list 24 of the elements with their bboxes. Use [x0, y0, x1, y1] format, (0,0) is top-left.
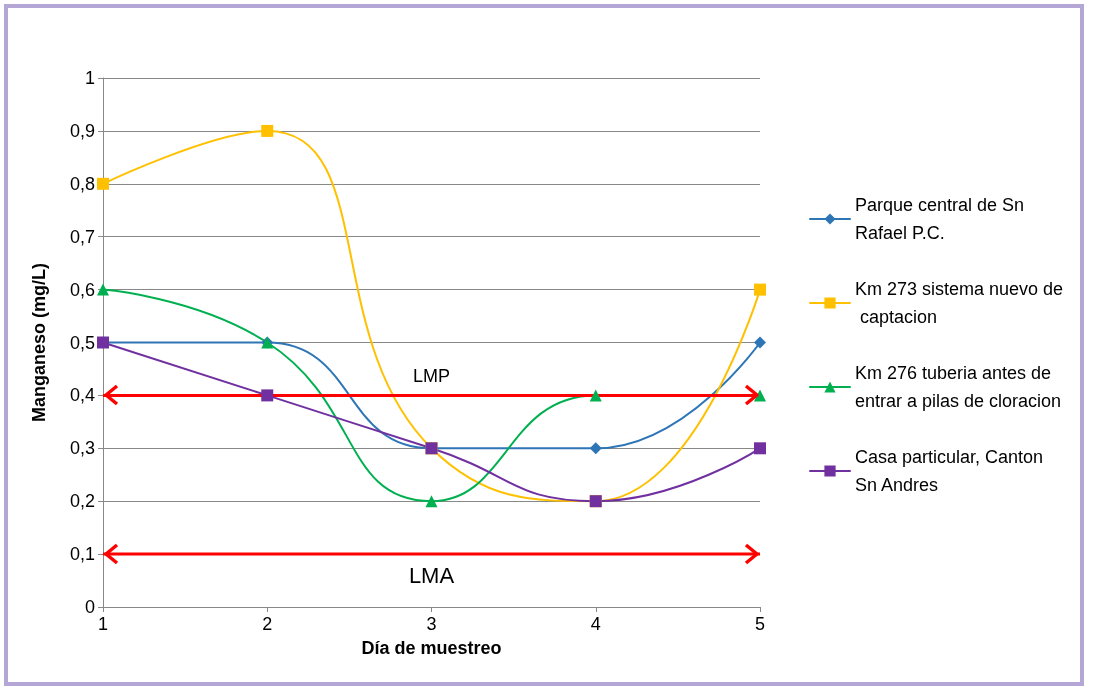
- x-tick-label: 1: [97, 614, 109, 634]
- y-axis-title: Manganeso (mg/L): [29, 262, 49, 423]
- y-tick-label: 0,4: [69, 385, 95, 406]
- y-tick-label: 0,1: [69, 544, 95, 565]
- y-tick-label: 0,7: [69, 226, 95, 247]
- legend-label: Km 276 tuberia antes de entrar a pilas de cloracion: [855, 363, 1062, 411]
- legend-label: Casa particular, Canton Sn Andres: [855, 447, 1049, 495]
- legend-label: Parque central de Sn Rafael P.C.: [855, 195, 1030, 243]
- ref-line-label: LMA: [408, 562, 455, 588]
- x-tick-label: 5: [754, 614, 766, 634]
- y-tick-label: 0,5: [69, 332, 95, 353]
- x-tick-label: 2: [262, 614, 273, 634]
- y-tick-label: 0,6: [69, 279, 95, 300]
- ref-line-label: LMP: [412, 366, 451, 387]
- y-tick-label: 0,9: [69, 120, 95, 141]
- y-tick-label: 0: [84, 597, 95, 617]
- x-tick-label: 4: [590, 614, 601, 634]
- x-axis-title: Día de muestreo: [361, 638, 502, 658]
- y-tick-label: 0,2: [69, 491, 95, 512]
- x-tick-label: 3: [426, 614, 437, 634]
- legend-label: Km 273 sistema nuevo de captacion: [855, 279, 1064, 327]
- y-tick-label: 1: [84, 68, 95, 88]
- y-tick-label: 0,3: [69, 438, 95, 459]
- y-tick-label: 0,8: [69, 173, 95, 194]
